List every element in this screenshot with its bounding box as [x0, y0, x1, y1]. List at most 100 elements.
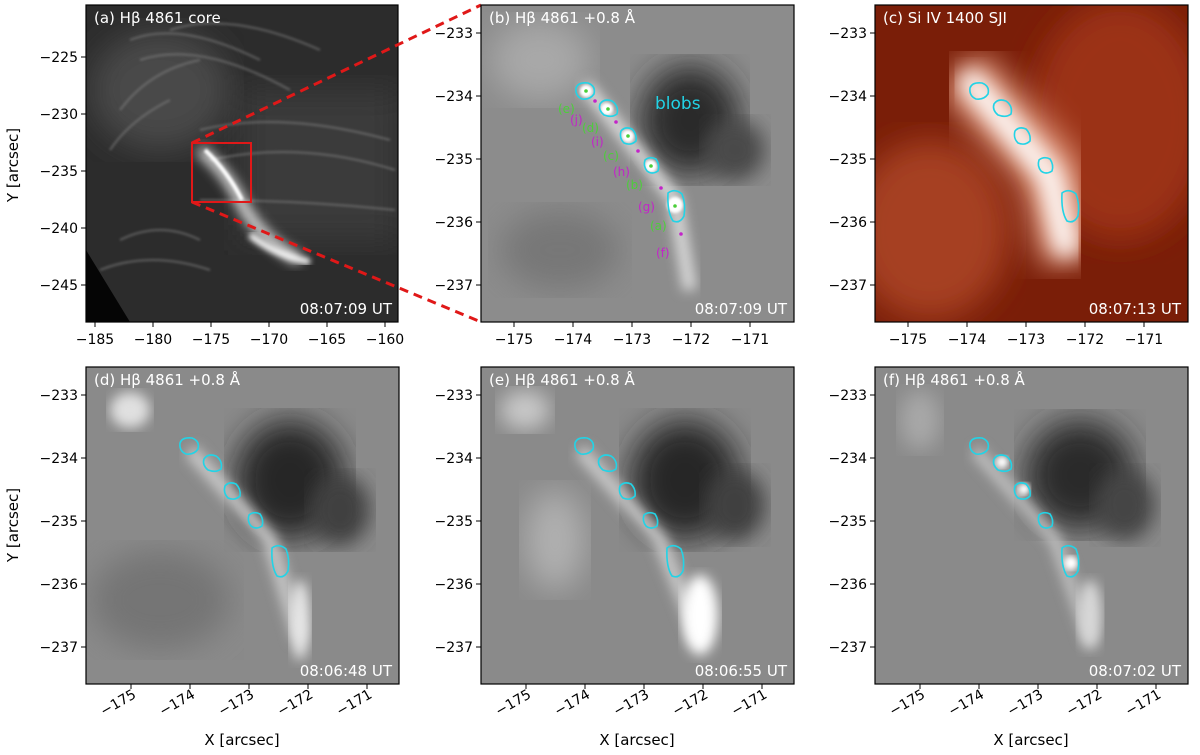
b-ytick-4: −237 — [435, 278, 473, 294]
d-xtick-2: −173 — [216, 687, 257, 720]
panel-a-title: (a) Hβ 4861 core — [94, 9, 221, 27]
e-ytick-1: −234 — [435, 451, 474, 467]
a-xtick-1: −180 — [134, 332, 172, 348]
f-xtick-4: −171 — [1123, 687, 1164, 720]
panel-e-time: 08:06:55 UT — [695, 662, 788, 680]
magenta-label-f: (f) — [656, 246, 670, 260]
panel-e-image — [481, 367, 794, 684]
panel-a-frame — [85, 4, 399, 323]
panel-d-xticks — [130, 684, 368, 689]
f-xtick-3: −172 — [1064, 687, 1105, 720]
b-xtick-2: −173 — [613, 332, 651, 348]
b-xtick-0: −175 — [495, 332, 533, 348]
panel-c-contours — [969, 82, 1080, 223]
a-ytick-1: −230 — [40, 107, 78, 123]
green-label-e: (e) — [558, 102, 575, 116]
green-label-c: (c) — [603, 149, 619, 163]
panel-e-frame — [480, 366, 795, 685]
panel-a-time: 08:07:09 UT — [300, 300, 393, 318]
c-ytick-4: −237 — [829, 278, 867, 294]
panel-b-contours — [575, 82, 686, 223]
panel-b-time: 08:07:09 UT — [695, 300, 788, 318]
f-ytick-0: −233 — [829, 388, 867, 404]
b-ytick-2: −235 — [435, 152, 473, 168]
panel-c-yticks — [870, 32, 875, 286]
panel-e-contours — [574, 437, 685, 578]
panel-e-yticks — [476, 394, 481, 648]
panel-b-dots — [584, 89, 683, 236]
panel-b-title: (b) Hβ 4861 +0.8 Å — [489, 8, 636, 27]
panel-f-xlabel: X [arcsec] — [993, 731, 1068, 749]
c-xtick-3: −172 — [1066, 332, 1104, 348]
panel-f-time: 08:07:02 UT — [1089, 662, 1182, 680]
panel-c-frame — [874, 4, 1189, 323]
zoom-line-top — [191, 3, 482, 145]
c-xtick-4: −171 — [1125, 332, 1163, 348]
panel-f-title: (f) Hβ 4861 +0.8 Å — [883, 370, 1026, 389]
d-ytick-1: −234 — [40, 451, 79, 467]
d-xtick-3: −172 — [275, 687, 316, 720]
f-xtick-0: −175 — [887, 687, 928, 720]
e-xtick-2: −173 — [611, 687, 652, 720]
panel-f-image — [875, 367, 1188, 684]
panel-d-image — [86, 367, 399, 684]
panel-e-title: (e) Hβ 4861 +0.8 Å — [489, 370, 635, 389]
magenta-label-g: (g) — [638, 200, 655, 214]
panel-c-xticks — [907, 322, 1145, 327]
panel-c-time: 08:07:13 UT — [1089, 300, 1182, 318]
zoom-line-bottom — [191, 200, 482, 324]
panel-c-title: (c) Si IV 1400 SJI — [883, 9, 1007, 27]
b-ytick-1: −234 — [435, 89, 474, 105]
e-ytick-0: −233 — [435, 388, 473, 404]
magenta-label-h: (h) — [613, 165, 630, 179]
d-ytick-0: −233 — [40, 388, 78, 404]
d-xtick-0: −175 — [98, 687, 139, 720]
panel-d-time: 08:06:48 UT — [300, 662, 393, 680]
c-ytick-1: −234 — [829, 89, 868, 105]
panel-e-xlabel: X [arcsec] — [599, 731, 674, 749]
green-label-d: (d) — [582, 121, 599, 135]
c-xtick-2: −173 — [1007, 332, 1045, 348]
a-xtick-4: −165 — [308, 332, 346, 348]
a-ytick-4: −245 — [40, 278, 78, 294]
a-ytick-2: −235 — [40, 164, 78, 180]
panel-a-image — [86, 5, 398, 322]
panel-d-title: (d) Hβ 4861 +0.8 Å — [94, 370, 241, 389]
panel-a-xticks — [94, 322, 386, 327]
d-ytick-2: −235 — [40, 514, 78, 530]
e-xtick-4: −171 — [729, 687, 770, 720]
b-ytick-0: −233 — [435, 26, 473, 42]
c-ytick-3: −236 — [829, 215, 868, 231]
a-xtick-2: −175 — [192, 332, 230, 348]
panel-a-yticks — [81, 56, 86, 286]
e-xtick-0: −175 — [493, 687, 534, 720]
b-xtick-3: −172 — [672, 332, 710, 348]
b-xtick-4: −171 — [731, 332, 769, 348]
panel-d-ylabel: Y [arcsec] — [4, 488, 22, 563]
f-xtick-1: −174 — [946, 687, 987, 720]
e-ytick-3: −236 — [435, 577, 474, 593]
d-ytick-3: −236 — [40, 577, 79, 593]
f-ytick-1: −234 — [829, 451, 868, 467]
panel-d-contours — [179, 437, 290, 578]
panel-c-image — [875, 5, 1188, 322]
f-ytick-4: −237 — [829, 640, 867, 656]
e-ytick-2: −235 — [435, 514, 473, 530]
c-xtick-0: −175 — [889, 332, 927, 348]
e-xtick-3: −172 — [670, 687, 711, 720]
c-xtick-1: −174 — [948, 332, 987, 348]
panel-f-yticks — [870, 394, 875, 648]
panel-d-xlabel: X [arcsec] — [204, 731, 279, 749]
d-xtick-1: −174 — [157, 687, 198, 720]
f-ytick-3: −236 — [829, 577, 868, 593]
panel-f-xticks — [919, 684, 1157, 689]
panel-a-ylabel: Y [arcsec] — [4, 128, 22, 203]
green-label-b: (b) — [626, 178, 643, 192]
magenta-label-i: (i) — [591, 135, 604, 149]
d-ytick-4: −237 — [40, 640, 78, 656]
panel-b-image — [481, 5, 794, 322]
a-xtick-3: −170 — [250, 332, 288, 348]
magenta-label-j: (j) — [570, 113, 583, 127]
zoom-region-box — [191, 142, 252, 203]
